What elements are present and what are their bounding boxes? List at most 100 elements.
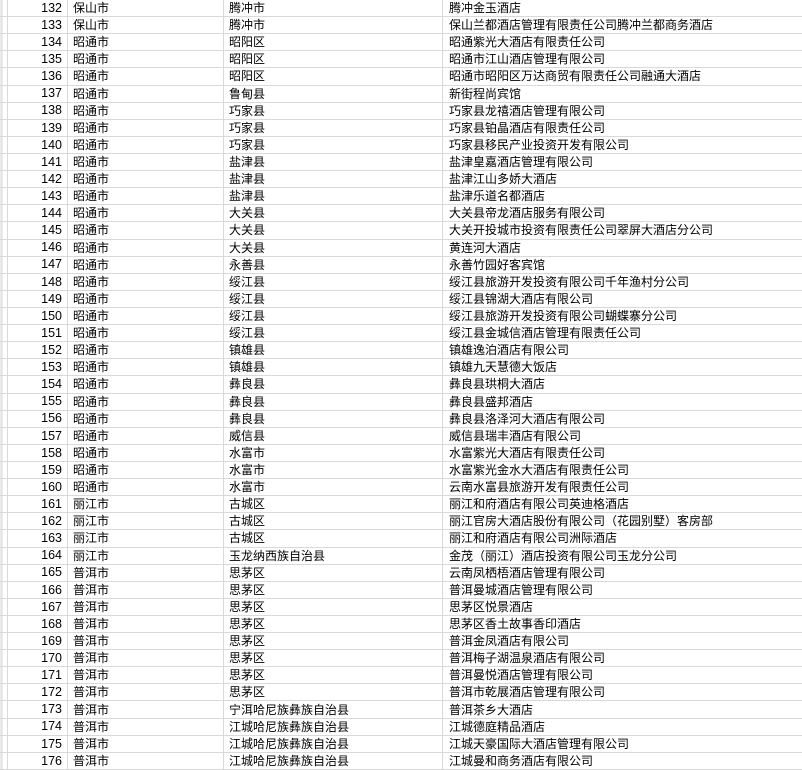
row-number-cell[interactable]: 161: [8, 496, 68, 513]
city-cell[interactable]: 普洱市: [68, 701, 224, 718]
row-edge-cell[interactable]: [0, 410, 8, 427]
row-number-cell[interactable]: 174: [8, 718, 68, 735]
row-number-cell[interactable]: 164: [8, 547, 68, 564]
hotel-name-cell[interactable]: 大关县帝龙酒店服务有限公司: [449, 206, 606, 221]
row-number-cell[interactable]: 147: [8, 256, 68, 273]
row-number-cell[interactable]: 175: [8, 735, 68, 752]
hotel-name-cell[interactable]: 腾冲金玉酒店: [449, 1, 522, 16]
city-cell[interactable]: 昭通市: [68, 85, 224, 102]
city-cell[interactable]: 昭通市: [68, 444, 224, 461]
county-cell[interactable]: 江城哈尼族彝族自治县: [224, 735, 443, 752]
row-edge-cell[interactable]: [0, 633, 8, 650]
hotel-name-cell[interactable]: 丽江和府酒店有限公司洲际酒店: [449, 531, 618, 546]
city-cell[interactable]: 昭通市: [68, 119, 224, 136]
row-edge-cell[interactable]: [0, 752, 8, 769]
county-cell[interactable]: 思茅区: [224, 615, 443, 633]
county-cell[interactable]: 绥江县: [224, 273, 443, 290]
county-cell[interactable]: 古城区: [224, 530, 443, 547]
city-cell[interactable]: 昭通市: [68, 153, 224, 171]
hotel-name-cell[interactable]: 普洱金凤酒店有限公司: [449, 634, 570, 649]
city-cell[interactable]: 昭通市: [68, 342, 224, 359]
county-cell[interactable]: 水富市: [224, 444, 443, 461]
city-cell[interactable]: 昭通市: [68, 239, 224, 256]
row-edge-cell[interactable]: [0, 461, 8, 479]
hotel-name-cell[interactable]: 思茅区悦景酒店: [449, 599, 534, 614]
row-number-cell[interactable]: 173: [8, 701, 68, 718]
row-number-cell[interactable]: 151: [8, 325, 68, 342]
county-cell[interactable]: 江城哈尼族彝族自治县: [224, 718, 443, 735]
row-number-cell[interactable]: 155: [8, 393, 68, 410]
row-edge-cell[interactable]: [0, 667, 8, 684]
city-cell[interactable]: 昭通市: [68, 51, 224, 68]
row-edge-cell[interactable]: [0, 34, 8, 51]
row-number-cell[interactable]: 162: [8, 513, 68, 530]
row-number-cell[interactable]: 148: [8, 273, 68, 290]
hotel-name-cell[interactable]: 昭通市江山酒店管理有限公司: [449, 52, 606, 67]
city-cell[interactable]: 昭通市: [68, 205, 224, 222]
city-cell[interactable]: 昭通市: [68, 256, 224, 273]
county-cell[interactable]: 思茅区: [224, 598, 443, 615]
hotel-name-cell[interactable]: 巧家县铂晶酒店有限责任公司: [449, 120, 606, 135]
hotel-name-cell[interactable]: 普洱茶乡大酒店: [449, 702, 534, 717]
city-cell[interactable]: 普洱市: [68, 752, 224, 769]
hotel-name-cell[interactable]: 巧家县龙禧酒店管理有限公司: [449, 103, 606, 118]
hotel-name-cell[interactable]: 新街程尚宾馆: [449, 86, 522, 101]
hotel-name-cell[interactable]: 江城天豪国际大酒店管理有限公司: [449, 736, 630, 751]
county-cell[interactable]: 鲁甸县: [224, 85, 443, 102]
row-number-cell[interactable]: 171: [8, 667, 68, 684]
row-number-cell[interactable]: 137: [8, 85, 68, 102]
row-edge-cell[interactable]: [0, 153, 8, 171]
city-cell[interactable]: 昭通市: [68, 461, 224, 479]
city-cell[interactable]: 昭通市: [68, 136, 224, 153]
hotel-name-cell[interactable]: 丽江官房大酒店股份有限公司（花园别墅）客房部: [449, 514, 714, 529]
county-cell[interactable]: 绥江县: [224, 307, 443, 325]
county-cell[interactable]: 思茅区: [224, 650, 443, 667]
row-number-cell[interactable]: 163: [8, 530, 68, 547]
hotel-name-cell[interactable]: 昭通市昭阳区万达商贸有限责任公司融通大酒店: [449, 69, 702, 84]
row-edge-cell[interactable]: [0, 68, 8, 85]
row-edge-cell[interactable]: [0, 102, 8, 119]
city-cell[interactable]: 普洱市: [68, 684, 224, 701]
county-cell[interactable]: 水富市: [224, 461, 443, 479]
city-cell[interactable]: 昭通市: [68, 290, 224, 307]
city-cell[interactable]: 普洱市: [68, 564, 224, 581]
city-cell[interactable]: 昭通市: [68, 359, 224, 376]
hotel-name-cell[interactable]: 普洱曼城酒店管理有限公司: [449, 582, 594, 597]
city-cell[interactable]: 昭通市: [68, 325, 224, 342]
county-cell[interactable]: 彝良县: [224, 410, 443, 427]
row-edge-cell[interactable]: [0, 239, 8, 256]
row-number-cell[interactable]: 134: [8, 34, 68, 51]
city-cell[interactable]: 昭通市: [68, 188, 224, 205]
row-number-cell[interactable]: 141: [8, 153, 68, 171]
row-edge-cell[interactable]: [0, 359, 8, 376]
city-cell[interactable]: 普洱市: [68, 718, 224, 735]
hotel-name-cell[interactable]: 绥江县金城信酒店管理有限责任公司: [449, 326, 642, 341]
row-edge-cell[interactable]: [0, 256, 8, 273]
row-number-cell[interactable]: 138: [8, 102, 68, 119]
hotel-name-cell[interactable]: 水富紫光大酒店有限责任公司: [449, 445, 606, 460]
city-cell[interactable]: 昭通市: [68, 102, 224, 119]
county-cell[interactable]: 镇雄县: [224, 342, 443, 359]
row-edge-cell[interactable]: [0, 718, 8, 735]
row-edge-cell[interactable]: [0, 393, 8, 410]
row-number-cell[interactable]: 169: [8, 633, 68, 650]
county-cell[interactable]: 腾冲市: [224, 0, 443, 17]
row-edge-cell[interactable]: [0, 307, 8, 325]
county-cell[interactable]: 威信县: [224, 427, 443, 444]
hotel-name-cell[interactable]: 昭通紫光大酒店有限责任公司: [449, 35, 606, 50]
row-edge-cell[interactable]: [0, 376, 8, 393]
county-cell[interactable]: 江城哈尼族彝族自治县: [224, 752, 443, 769]
row-number-cell[interactable]: 159: [8, 461, 68, 479]
row-edge-cell[interactable]: [0, 119, 8, 136]
county-cell[interactable]: 昭阳区: [224, 51, 443, 68]
row-number-cell[interactable]: 156: [8, 410, 68, 427]
county-cell[interactable]: 大关县: [224, 239, 443, 256]
row-edge-cell[interactable]: [0, 188, 8, 205]
county-cell[interactable]: 昭阳区: [224, 68, 443, 85]
city-cell[interactable]: 昭通市: [68, 34, 224, 51]
county-cell[interactable]: 思茅区: [224, 684, 443, 701]
hotel-name-cell[interactable]: 镇雄逸泊酒店有限公司: [449, 343, 570, 358]
hotel-name-cell[interactable]: 普洱梅子湖温泉酒店有限公司: [449, 651, 606, 666]
row-number-cell[interactable]: 160: [8, 479, 68, 496]
hotel-name-cell[interactable]: 江城曼和商务酒店有限公司: [449, 753, 594, 768]
